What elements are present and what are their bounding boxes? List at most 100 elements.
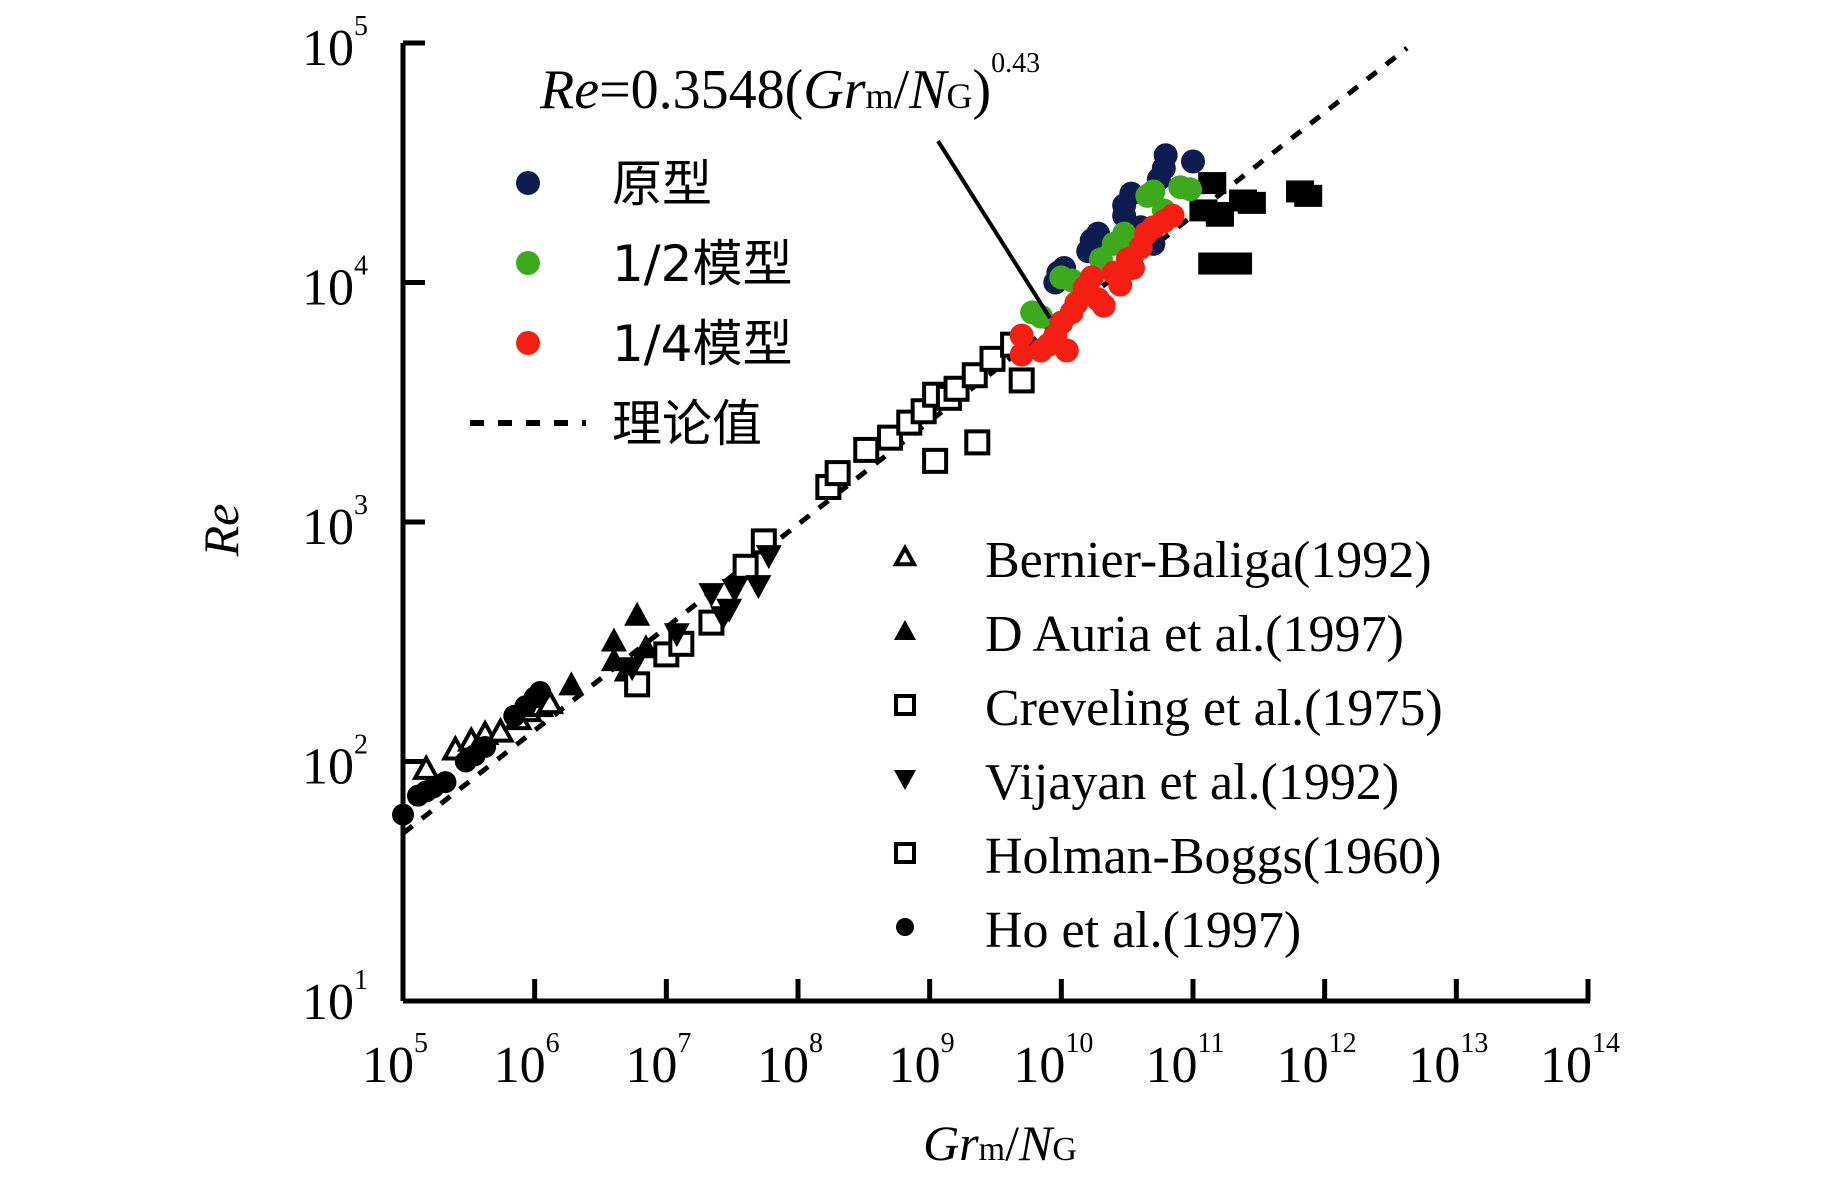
equation-annotation: Re=0.3548(Grm/NG)0.43: [539, 48, 1040, 121]
data-point: [1091, 293, 1116, 318]
legend-bottom-label: Ho et al.(1997): [985, 902, 1301, 959]
legend-bottom: Bernier-Baliga(1992) D Auria et al.(1997)…: [892, 532, 1443, 959]
data-point: [1237, 191, 1266, 214]
legend-top-label: 理论值: [612, 395, 762, 453]
data-point: [1120, 255, 1145, 280]
eq-gr: Gr: [803, 59, 865, 121]
legend-marker-triangle-open: [892, 543, 918, 567]
data-point: [1151, 156, 1176, 181]
x-title-gr: Gr: [923, 1115, 979, 1171]
data-point: [1294, 184, 1323, 207]
data-point: [710, 606, 737, 631]
y-ticks: 101 102 103 104 105: [302, 11, 425, 1031]
data-point: [1178, 177, 1203, 202]
data-point: [600, 627, 627, 652]
data-point: [1054, 338, 1079, 363]
theory-line: [401, 46, 1409, 836]
series-vijayan-et-al-1992-: [619, 545, 782, 682]
series-holman-boggs-1960-overlapping: [1189, 172, 1323, 275]
eq-coef: =0.3548(: [599, 59, 803, 121]
legend-top-label: 1/2模型: [612, 235, 792, 293]
x-tick-label: 106: [494, 1028, 560, 1094]
x-tick-label: 1012: [1277, 1028, 1357, 1094]
x-title-n: N: [1018, 1115, 1055, 1171]
x-axis-title: Grm/NG: [923, 1115, 1077, 1171]
y-tick-label: 101: [302, 965, 368, 1031]
data-point: [1198, 252, 1227, 275]
x-tick-label: 1010: [1013, 1028, 1093, 1094]
series-creveling-et-al-1975-: [624, 528, 777, 698]
data-point: [877, 424, 904, 451]
eq-exponent: 0.43: [991, 48, 1040, 79]
data-point: [721, 579, 748, 604]
eq-n: N: [908, 59, 949, 121]
data-point: [824, 460, 851, 487]
x-tick-label: 1014: [1540, 1028, 1620, 1094]
legend-marker-square-open: [894, 694, 916, 716]
y-axis-title: Re: [193, 504, 249, 558]
data-point: [1108, 272, 1133, 297]
y-tick-label: 104: [302, 251, 368, 317]
data-point: [474, 735, 497, 758]
legend-marker-circle: [516, 331, 540, 355]
x-tick-label: 1011: [1146, 1028, 1225, 1094]
legend-marker-circle: [516, 251, 540, 275]
data-point: [619, 657, 646, 682]
data-point: [1181, 149, 1205, 174]
x-tick-label: 108: [757, 1028, 823, 1094]
data-points: [392, 143, 1323, 826]
legend-bottom-label: Vijayan et al.(1992): [985, 754, 1399, 811]
y-tick-label: 103: [302, 490, 368, 556]
legend-top-label: 1/4模型: [612, 315, 792, 373]
legend-bottom-label: Holman-Boggs(1960): [985, 828, 1441, 885]
data-point: [1079, 265, 1104, 290]
data-point: [1224, 252, 1253, 275]
data-point: [624, 671, 651, 698]
data-point: [853, 436, 880, 463]
legend-marker-triangle-down-filled: [894, 770, 916, 790]
x-title-sub-g: G: [1052, 1131, 1077, 1168]
legend-marker-circle-filled: [896, 918, 914, 936]
legend-top-label: 原型: [612, 155, 712, 213]
data-point: [411, 753, 441, 780]
annotation-pointer-line: [936, 139, 1052, 320]
data-point: [663, 623, 690, 648]
data-point: [1141, 179, 1166, 204]
data-point: [964, 429, 991, 456]
data-point: [392, 803, 414, 826]
legend-marker-triangle-filled: [894, 620, 916, 640]
series-1-4-: [1009, 203, 1185, 367]
data-point: [558, 671, 585, 696]
data-point: [755, 545, 782, 570]
data-point: [632, 634, 659, 659]
data-point: [486, 716, 515, 743]
legend-bottom-label: Bernier-Baliga(1992): [985, 532, 1432, 589]
eq-n-sub: G: [946, 76, 972, 116]
x-title-sep: /: [1005, 1115, 1019, 1171]
data-point: [434, 771, 457, 794]
data-point: [624, 601, 651, 626]
series-holman-boggs-1960-: [815, 331, 1035, 501]
data-point: [1009, 342, 1034, 367]
x-ticks: 105 106 107 108 109 1010 1011 1012 1013 1014: [362, 979, 1620, 1094]
data-point: [1008, 367, 1035, 394]
data-point: [1160, 203, 1185, 228]
eq-lhs: Re: [539, 59, 599, 121]
data-point: [979, 345, 1006, 372]
legend-marker-square-open: [894, 842, 916, 864]
data-point: [529, 681, 552, 704]
y-tick-label: 102: [302, 730, 368, 796]
x-tick-label: 1013: [1408, 1028, 1488, 1094]
x-tick-label: 105: [362, 1028, 428, 1094]
eq-close: ): [972, 59, 991, 121]
data-point: [1009, 323, 1034, 348]
eq-gr-sub: m: [866, 76, 894, 116]
theory-line-group: [401, 46, 1409, 836]
data-point: [1198, 172, 1227, 195]
data-point: [745, 575, 772, 600]
legend-bottom-label: D Auria et al.(1997): [985, 606, 1404, 663]
series-ho-et-al-1997-: [392, 681, 552, 826]
data-point: [1112, 221, 1137, 246]
